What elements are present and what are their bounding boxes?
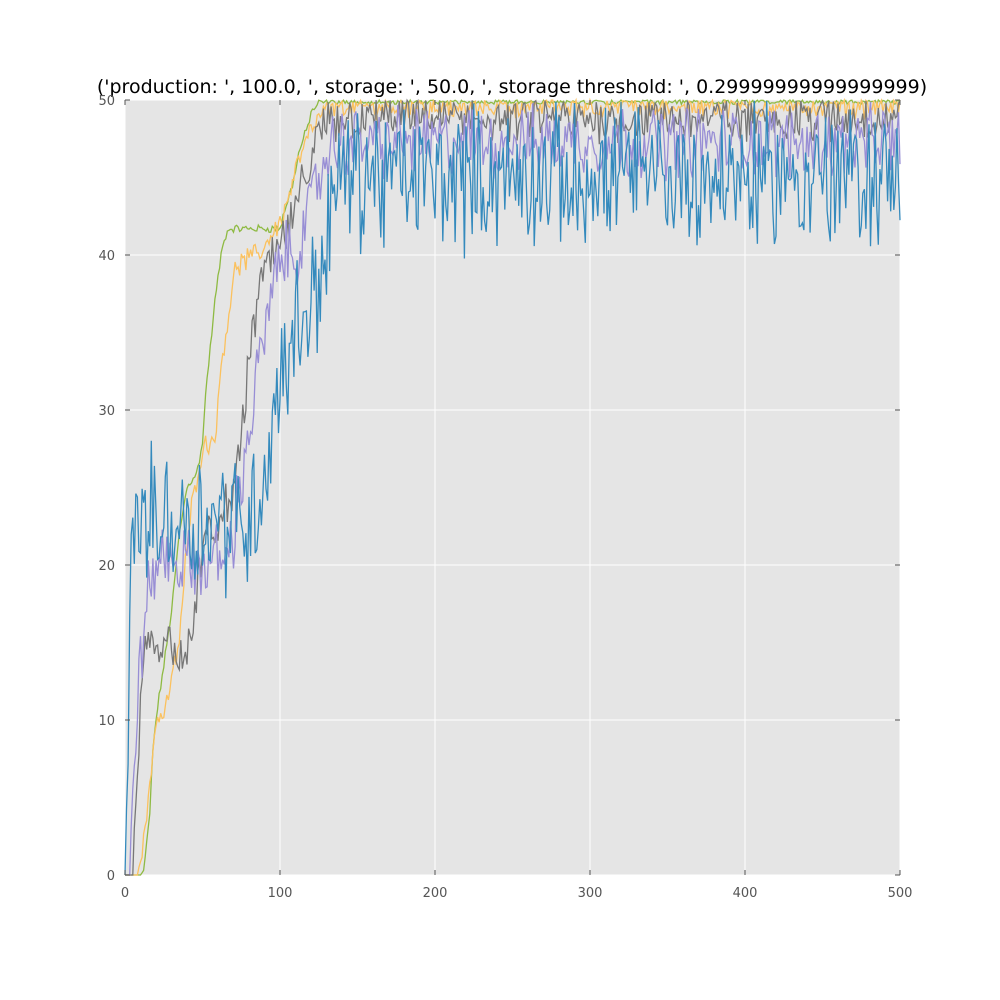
y-tick-label: 30 [98,404,115,419]
series-line-5 [124,100,901,876]
series-line-1 [125,98,901,876]
y-tick-label: 0 [107,869,115,884]
y-tick-label: 20 [98,559,115,574]
y-tick-label: 40 [98,249,115,264]
grid [124,99,901,876]
series-group [124,97,901,876]
y-tick-label: 50 [98,94,115,109]
x-tick-label: 200 [423,886,448,901]
x-tick-label: 400 [733,886,758,901]
x-tick-label: 500 [888,886,913,901]
tick-labels: 0 100 200 300 400 500 0 10 20 30 40 50 [98,94,912,901]
chart-title: ('production: ', 100.0, ', storage: ', 5… [97,76,927,98]
x-tick-label: 0 [121,886,129,901]
plot-area [125,100,900,875]
x-tick-label: 100 [268,886,293,901]
series-line-4 [125,101,901,876]
x-tick-label: 300 [578,886,603,901]
y-tick-label: 10 [98,714,115,729]
ticks [124,99,901,876]
